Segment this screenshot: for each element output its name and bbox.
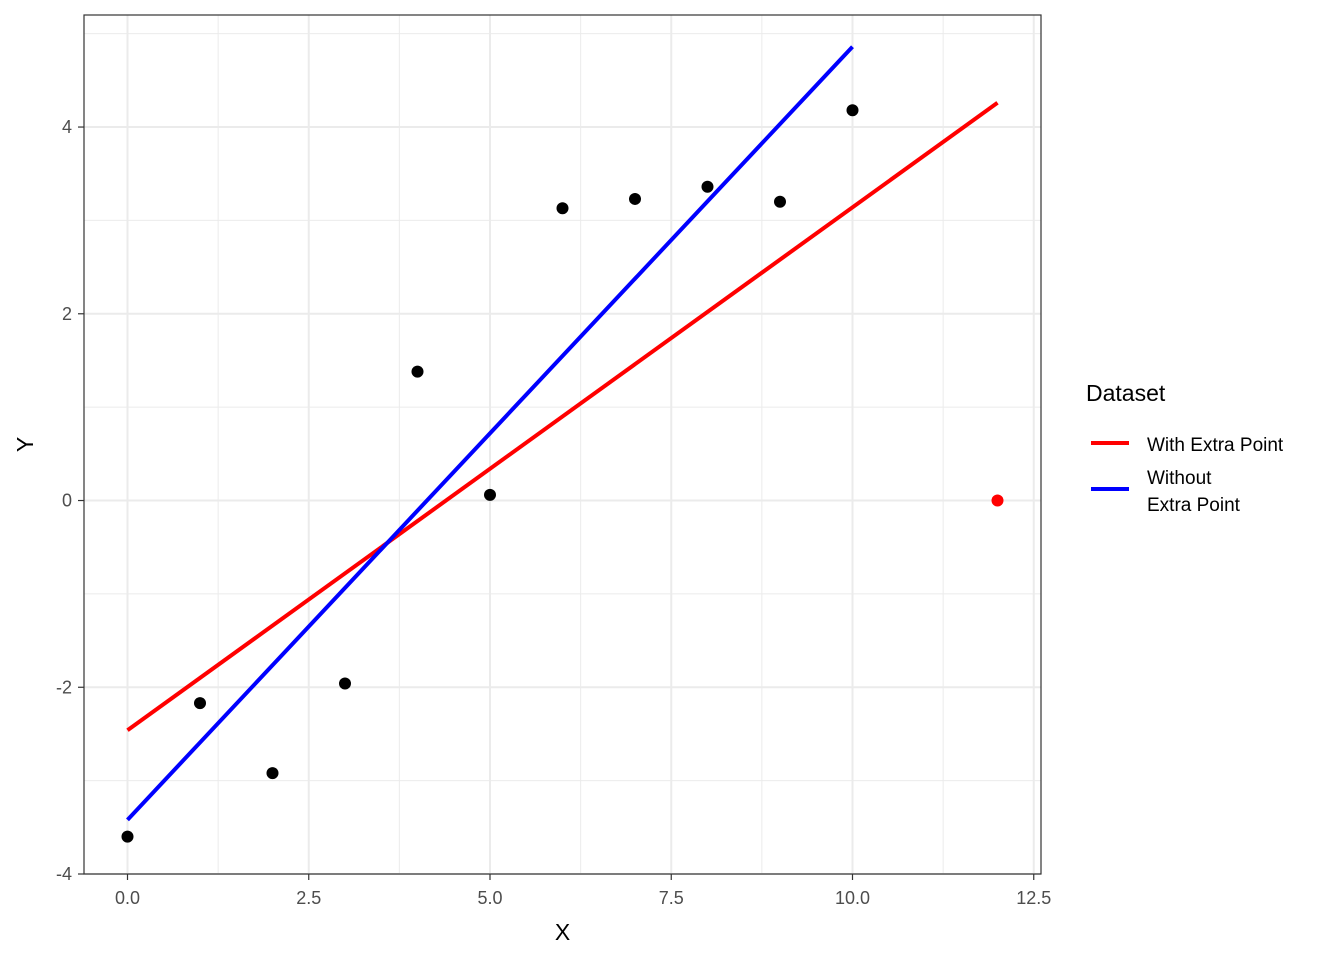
legend-label: With Extra Point: [1147, 435, 1284, 456]
regression-lines: [126, 45, 999, 822]
regression-line: [126, 101, 999, 732]
y-tick-label: 0: [62, 491, 72, 511]
y-axis-title: Y: [12, 437, 38, 452]
data-point: [701, 180, 714, 193]
legend-label: Without: [1147, 468, 1212, 489]
data-point: [121, 830, 134, 843]
legend-label: Extra Point: [1147, 495, 1241, 516]
regression-line: [126, 45, 854, 822]
data-point: [774, 195, 786, 208]
data-point: [194, 697, 206, 710]
x-tick-label: 10.0: [835, 888, 870, 908]
data-point: [411, 365, 424, 378]
data-point: [629, 192, 641, 205]
x-tick-label: 7.5: [659, 888, 684, 908]
y-tick-label: 2: [62, 304, 72, 324]
x-tick-label: 5.0: [477, 888, 502, 908]
legend: Dataset With Extra Point Without Extra Poi…: [1086, 380, 1284, 516]
minor-gridlines: [84, 15, 1041, 874]
y-tick-label: -2: [56, 677, 72, 697]
y-axis-ticks: -4 -2 0 2 4: [56, 117, 84, 884]
data-points: [121, 104, 1004, 843]
x-tick-label: 12.5: [1016, 888, 1051, 908]
data-point: [339, 677, 351, 690]
x-tick-label: 2.5: [296, 888, 321, 908]
y-tick-label: 4: [62, 117, 72, 137]
y-tick-label: -4: [56, 864, 72, 884]
major-gridlines: [84, 15, 1041, 875]
data-point: [266, 767, 279, 780]
data-point: [846, 104, 859, 117]
data-point: [556, 202, 569, 215]
legend-title: Dataset: [1086, 380, 1166, 406]
extra-data-point: [991, 494, 1004, 507]
x-axis-title: X: [555, 919, 570, 945]
x-tick-label: 0.0: [115, 888, 140, 908]
panel-border: [83, 14, 1042, 875]
x-axis-ticks: 0.0 2.5 5.0 7.5 10.0 12.5: [115, 874, 1051, 908]
data-point: [484, 488, 496, 501]
